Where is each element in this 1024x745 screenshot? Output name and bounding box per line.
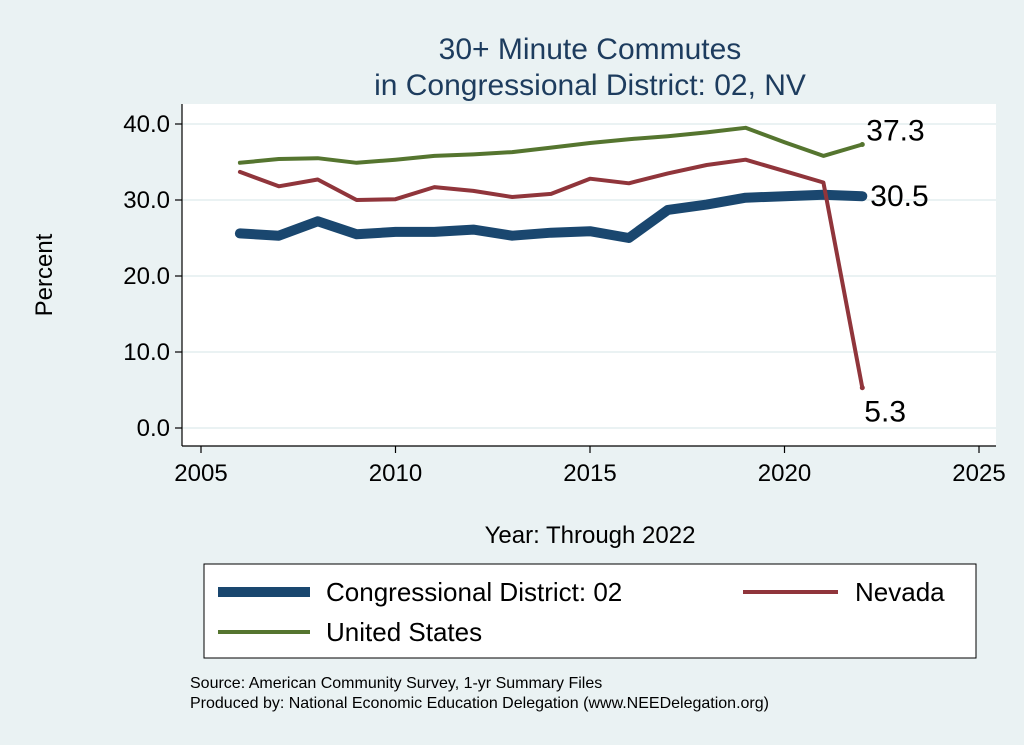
y-tick-label-0: 0.0: [137, 415, 170, 442]
x-axis-title: Year: Through 2022: [485, 522, 696, 549]
x-tick-label-1: 2010: [369, 460, 422, 487]
y-axis-title: Percent: [31, 233, 58, 316]
grid-lines: [182, 123, 996, 429]
x-tick-label-2: 2015: [563, 460, 616, 487]
series-group: [234, 125, 868, 391]
legend: Congressional District: 02 Nevada United S…: [218, 577, 945, 647]
end-labels: 30.5 5.3 37.3: [864, 115, 928, 429]
legend-box: [203, 563, 977, 659]
series-end-point-0: [859, 193, 865, 199]
legend-label-2: United States: [326, 617, 482, 647]
legend-label-1: Nevada: [855, 577, 945, 607]
series-line-2: [237, 125, 865, 165]
series-line-1: [237, 157, 865, 390]
end-label-0: 30.5: [870, 180, 928, 213]
legend-label-0: Congressional District: 02: [326, 577, 622, 607]
chart-title-line-2: in Congressional District: 02, NV: [374, 69, 806, 102]
x-tick-label-0: 2005: [174, 460, 227, 487]
end-label-1: 5.3: [864, 396, 906, 429]
chart-title-line-1: 30+ Minute Commutes: [439, 33, 742, 66]
source-line-1: Source: American Community Survey, 1-yr …: [190, 675, 602, 692]
x-tick-label-3: 2020: [758, 460, 811, 487]
y-tick-label-2: 20.0: [123, 263, 170, 290]
x-tick-label-4: 2025: [952, 460, 1005, 487]
y-tick-label-4: 40.0: [123, 111, 170, 138]
axes: 0.0 10.0 20.0 30.0 40.0 2005 2010 2015 2020 2025: [123, 104, 1006, 487]
series-line-0: [234, 189, 868, 243]
series-end-point-1: [859, 385, 865, 391]
end-label-2: 37.3: [866, 115, 924, 148]
y-tick-label-3: 30.0: [123, 187, 170, 214]
series-end-point-2: [859, 142, 865, 148]
source-line-2: Produced by: National Economic Education…: [190, 695, 769, 712]
y-tick-label-1: 10.0: [123, 339, 170, 366]
